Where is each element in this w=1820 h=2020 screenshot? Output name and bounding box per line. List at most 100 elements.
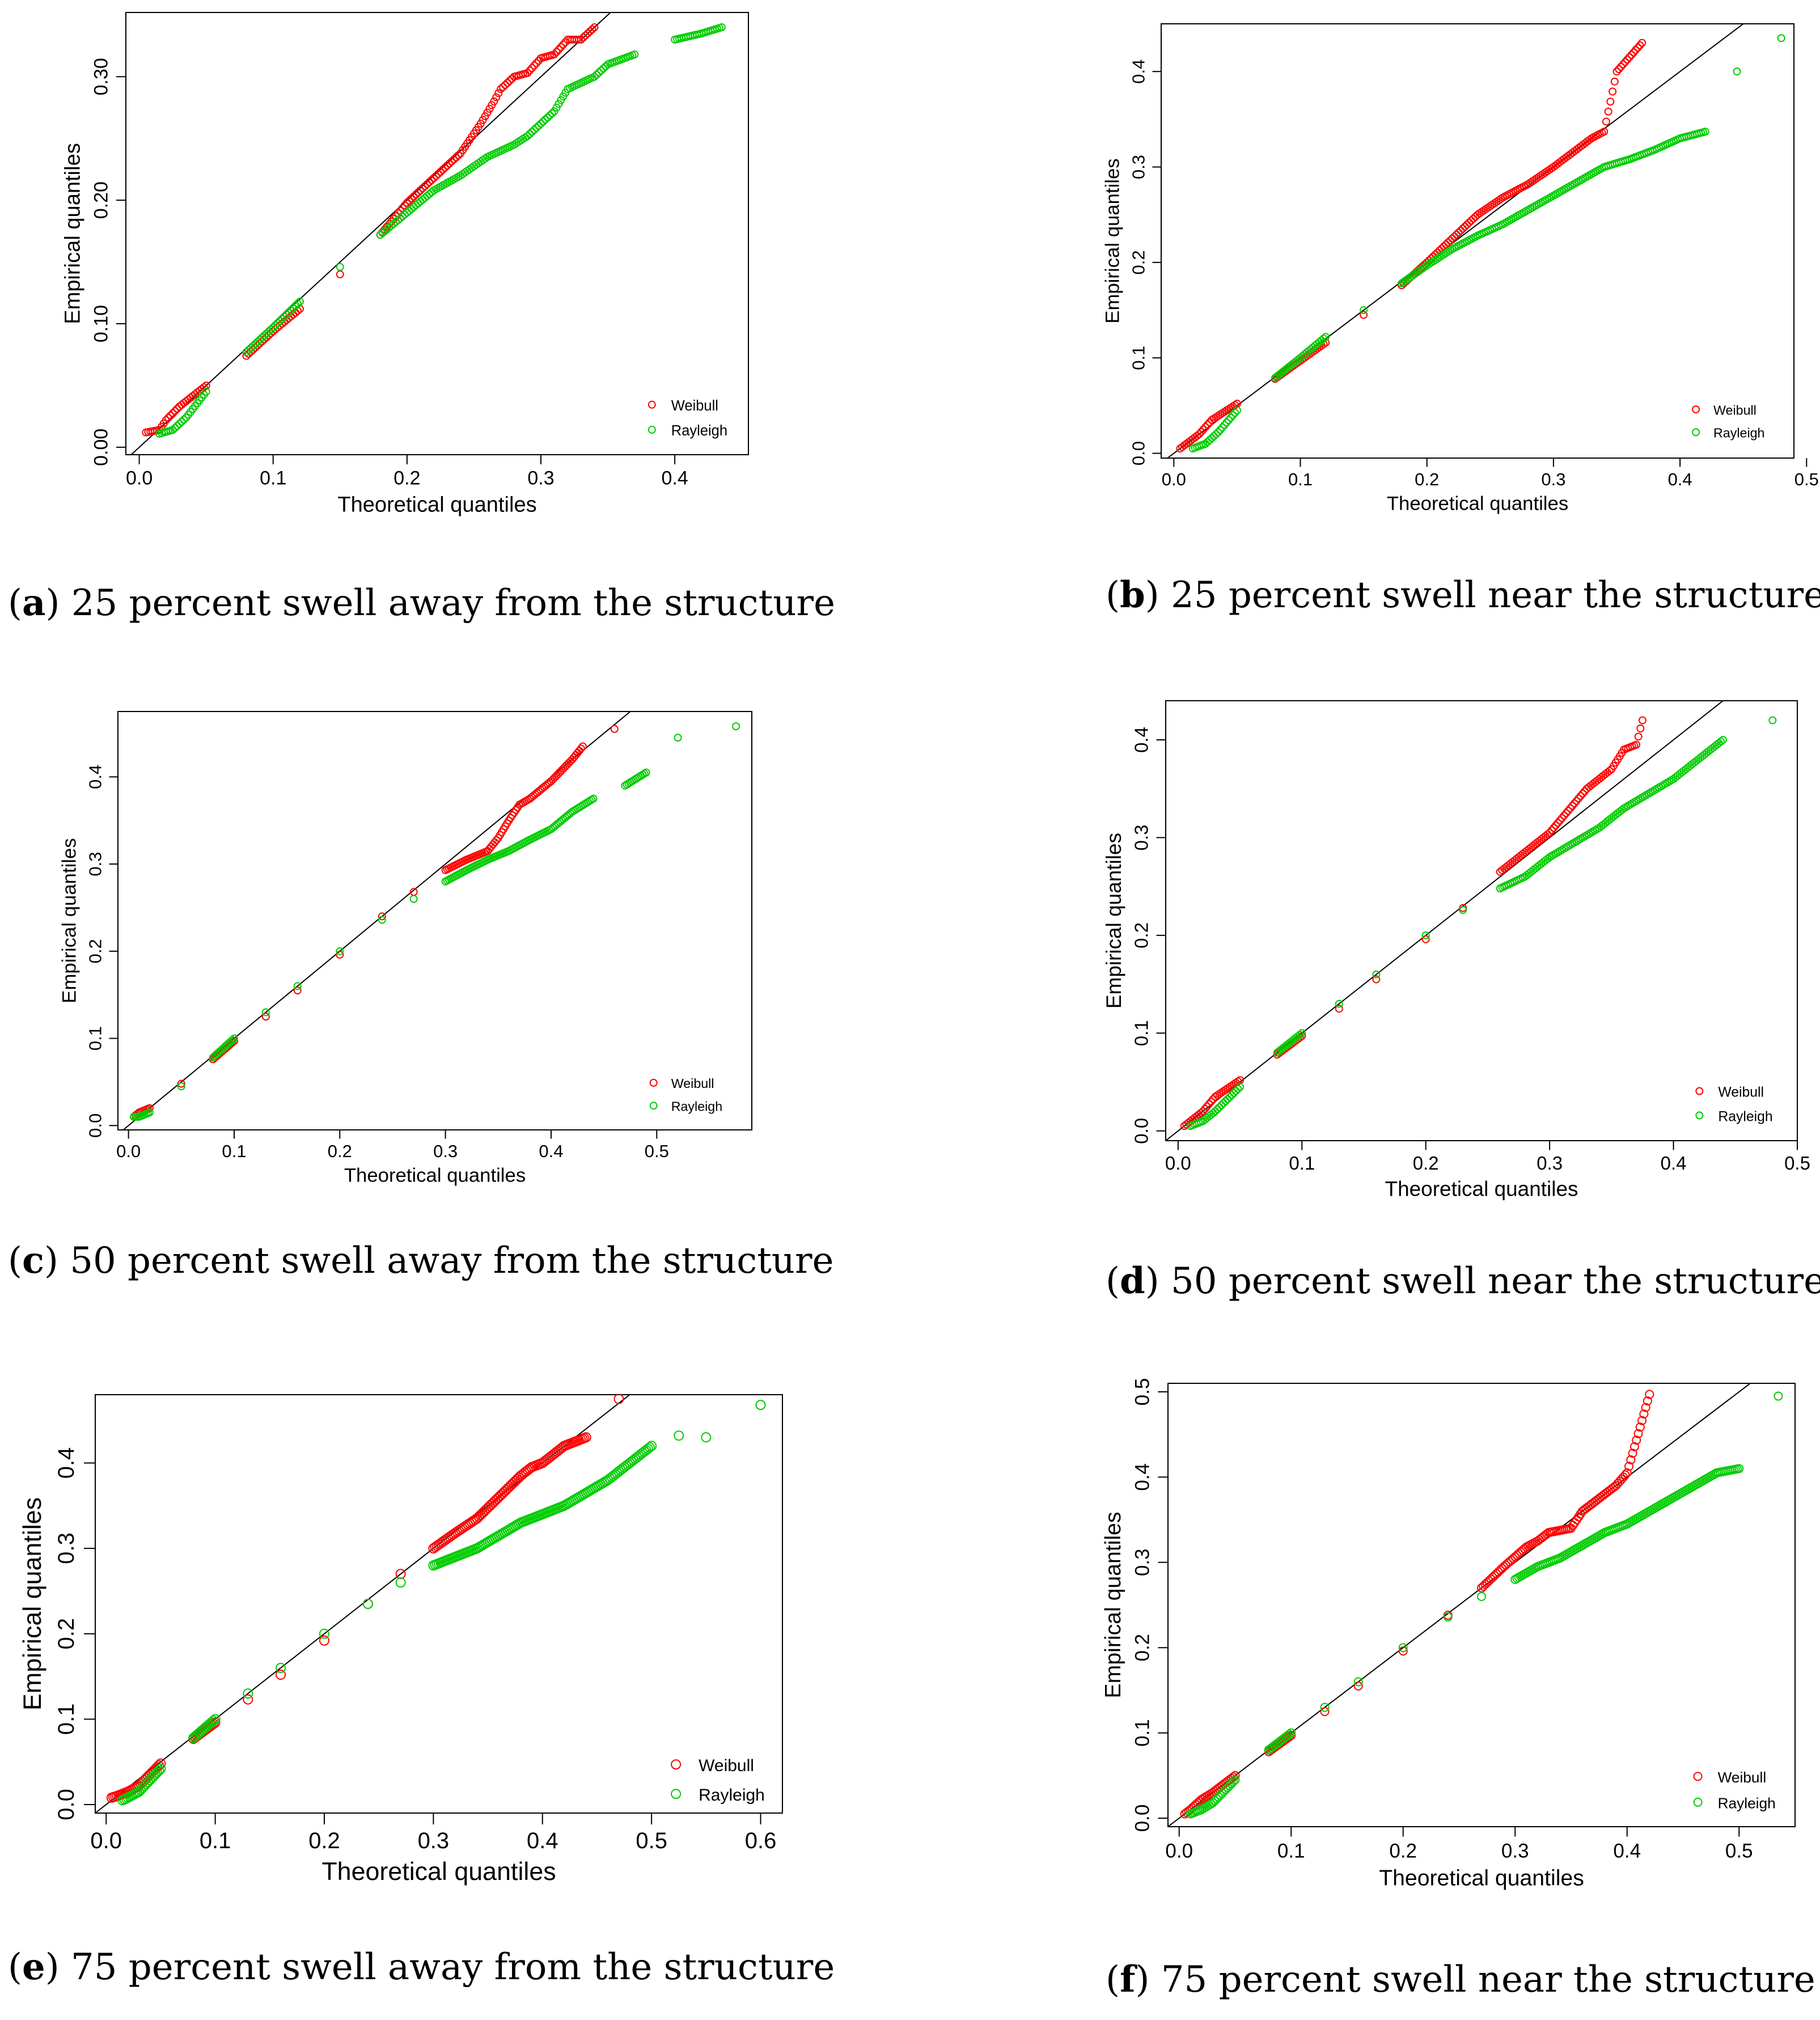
data-point: [523, 132, 532, 140]
data-point: [1286, 1731, 1296, 1740]
plot-frame: [1165, 700, 1798, 1141]
data-point: [249, 342, 257, 350]
data-point: [1632, 46, 1640, 54]
data-point: [1320, 1703, 1330, 1712]
data-point: [532, 124, 541, 132]
data-point: [230, 1034, 238, 1043]
x-axis-title: Theoretical quantiles: [321, 1857, 556, 1886]
data-point: [490, 1496, 501, 1506]
data-point: [477, 1507, 488, 1518]
data-point: [1768, 716, 1777, 725]
series-rayleigh: [129, 722, 740, 1121]
y-axis-title: Empirical quantiles: [1102, 158, 1124, 323]
data-point: [1632, 1435, 1641, 1445]
data-point: [1199, 425, 1208, 434]
data-point: [490, 97, 498, 105]
data-point: [1212, 430, 1220, 438]
data-point: [171, 424, 179, 432]
data-point: [336, 947, 344, 955]
x-tick-label: 0.3: [527, 468, 554, 489]
legend-label: Weibull: [699, 1756, 754, 1775]
data-point: [1220, 421, 1229, 429]
data-point: [581, 31, 590, 40]
data-point: [1557, 814, 1566, 822]
data-point: [1218, 423, 1226, 431]
data-point: [291, 302, 300, 310]
data-point: [450, 155, 458, 164]
legend-label: Weibull: [1718, 1085, 1764, 1100]
reference-line: [1166, 24, 1745, 458]
data-point: [1335, 1005, 1343, 1013]
data-point: [526, 66, 534, 75]
data-point: [1372, 975, 1381, 984]
data-point: [260, 332, 268, 340]
data-point: [405, 196, 413, 205]
caption-d: (d) 50 percent swell near the structure: [1106, 1260, 1820, 1302]
data-point: [145, 1775, 155, 1786]
data-point: [1560, 811, 1568, 820]
data-point: [452, 153, 460, 162]
data-point: [1215, 1103, 1224, 1112]
data-point: [242, 348, 251, 357]
reference-line: [130, 12, 612, 455]
data-point: [1217, 1101, 1226, 1109]
data-point: [1205, 1100, 1213, 1108]
data-point: [559, 40, 568, 49]
data-point: [1629, 1442, 1639, 1451]
data-point: [1637, 1416, 1647, 1425]
data-point: [579, 33, 587, 42]
data-point: [336, 262, 344, 271]
data-point: [1641, 1403, 1650, 1412]
data-point: [1564, 807, 1572, 815]
data-point: [1219, 1099, 1228, 1107]
data-point: [701, 1432, 712, 1443]
data-point: [1296, 1031, 1304, 1039]
data-point: [434, 170, 442, 178]
data-point: [1574, 794, 1583, 803]
x-tick-label: 0.4: [527, 1828, 558, 1853]
data-point: [732, 722, 740, 731]
data-point: [530, 125, 539, 134]
data-point: [150, 1769, 160, 1780]
data-point: [1612, 67, 1621, 76]
data-point: [494, 89, 503, 98]
x-tick-label: 0.1: [222, 1141, 246, 1161]
legend-marker: [1693, 1772, 1703, 1781]
y-tick-label: 0.10: [91, 305, 112, 342]
data-point: [1398, 1643, 1408, 1653]
x-tick-label: 0.4: [1668, 469, 1692, 489]
data-point: [141, 1778, 151, 1789]
data-point: [492, 93, 501, 101]
x-tick-label: 0.5: [1725, 1840, 1753, 1862]
data-point: [168, 426, 177, 434]
qq-plot-a: 0.0 0.1 0.2 0.3 0.4 0.00 0.10 0.20 0.30 Theoretic…: [61, 12, 749, 516]
data-point: [1633, 44, 1642, 52]
data-point: [1627, 50, 1636, 59]
y-axis-title: Empirical quantiles: [18, 1497, 46, 1710]
x-tick-label: 0.4: [1661, 1153, 1687, 1174]
data-point: [378, 916, 386, 924]
x-tick-label: 0.1: [1277, 1840, 1305, 1862]
data-point: [1585, 135, 1594, 144]
data-point: [1623, 56, 1632, 64]
data-point: [539, 117, 547, 126]
data-point: [146, 1773, 157, 1784]
data-point: [1319, 334, 1328, 343]
data-point: [561, 38, 570, 46]
y-tick-label: 0.0: [54, 1789, 79, 1820]
data-point: [1616, 62, 1625, 71]
data-point: [1570, 799, 1578, 808]
data-point: [1610, 77, 1619, 86]
data-point: [454, 151, 463, 160]
data-point: [1639, 1409, 1649, 1419]
data-point: [473, 1511, 484, 1522]
data-point: [412, 190, 420, 199]
data-point: [171, 407, 179, 416]
data-point: [1444, 238, 1452, 247]
data-point: [595, 69, 603, 77]
data-point: [1619, 60, 1627, 69]
x-axis-title: Theoretical quantiles: [1387, 493, 1568, 514]
data-point: [278, 315, 286, 323]
data-point: [1199, 1107, 1207, 1116]
